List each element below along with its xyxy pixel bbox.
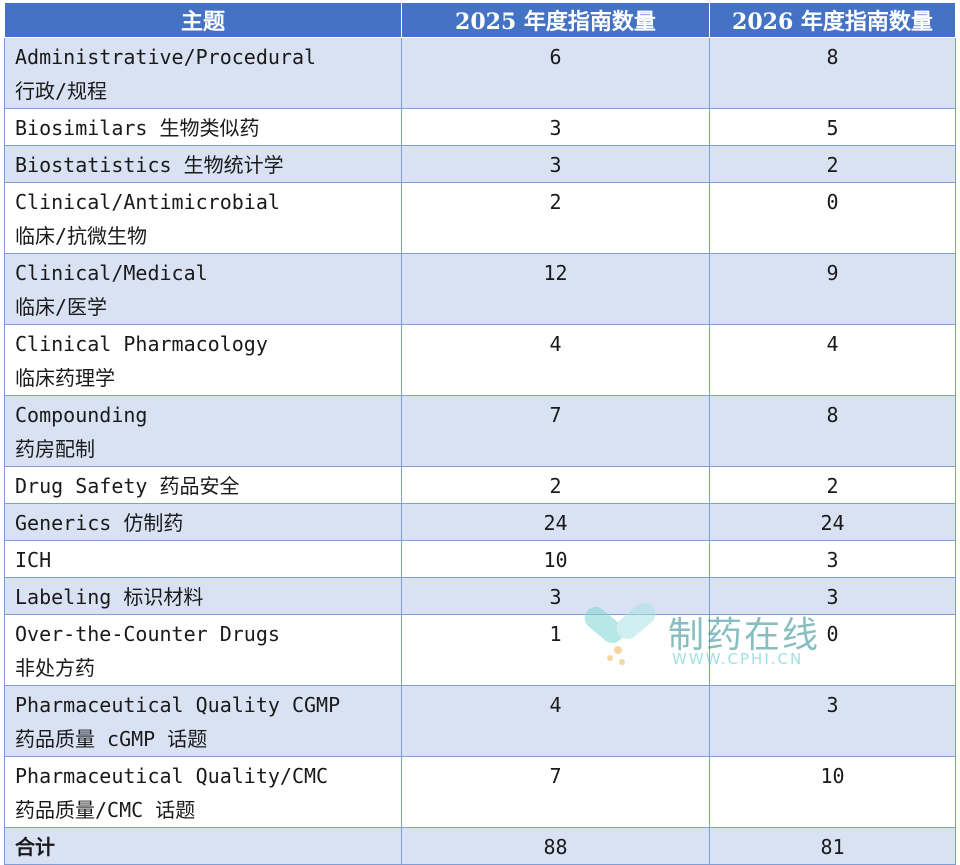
topic-en: Pharmaceutical Quality/CMC [15,764,329,788]
table-row: Biosimilars 生物类似药 3 5 [4,108,956,146]
value-2026-cell: 0 [709,614,956,686]
topic-zh: 临床药理学 [15,366,115,390]
topic-en: Administrative/Procedural [15,45,317,69]
total-2026: 81 [709,827,956,865]
value-2026-cell: 3 [709,577,956,615]
value-2025-cell: 24 [401,503,710,541]
total-row: 合计 88 81 [4,827,956,865]
total-2025: 88 [401,827,710,865]
header-2025: 2025 年度指南数量 [401,2,710,38]
topic-en: Biosimilars 生物类似药 [15,116,260,140]
value-2026-cell: 24 [709,503,956,541]
topic-cell: Labeling 标识材料 [4,577,402,615]
table-row: Biostatistics 生物统计学 3 2 [4,145,956,183]
topic-en: Clinical/Antimicrobial [15,190,280,214]
value-2025-cell: 1 [401,614,710,686]
table-row: Pharmaceutical Quality CGMP 药品质量 cGMP 话题 … [4,685,956,757]
topic-cell: Clinical/Antimicrobial 临床/抗微生物 [4,182,402,254]
topic-en: Compounding [15,403,148,427]
topic-zh: 药品质量/CMC 话题 [15,798,196,822]
table-row: Generics 仿制药 24 24 [4,503,956,541]
table-row: Administrative/Procedural 行政/规程 6 8 [4,37,956,109]
topic-en: ICH [15,548,52,572]
value-2025-cell: 3 [401,577,710,615]
topic-cell: Pharmaceutical Quality CGMP 药品质量 cGMP 话题 [4,685,402,757]
topic-cell: Generics 仿制药 [4,503,402,541]
value-2026-cell: 0 [709,182,956,254]
topic-en: Drug Safety 药品安全 [15,474,240,498]
topic-en: Clinical/Medical [15,261,208,285]
value-2026-cell: 3 [709,540,956,578]
topic-cell: Pharmaceutical Quality/CMC 药品质量/CMC 话题 [4,756,402,828]
topic-en: Pharmaceutical Quality CGMP [15,693,341,717]
topic-cell: Drug Safety 药品安全 [4,466,402,504]
value-2026-cell: 10 [709,756,956,828]
value-2025-cell: 4 [401,685,710,757]
topic-cell: Clinical/Medical 临床/医学 [4,253,402,325]
topic-cell: Clinical Pharmacology 临床药理学 [4,324,402,396]
value-2026-cell: 3 [709,685,956,757]
table-row: Labeling 标识材料 3 3 [4,577,956,615]
value-2025-cell: 7 [401,395,710,467]
topic-cell: Over-the-Counter Drugs 非处方药 [4,614,402,686]
topic-en: Over-the-Counter Drugs [15,622,280,646]
value-2026-cell: 8 [709,395,956,467]
value-2025-cell: 10 [401,540,710,578]
table-row: Clinical Pharmacology 临床药理学 4 4 [4,324,956,396]
topic-zh: 临床/抗微生物 [15,224,148,248]
topic-zh: 临床/医学 [15,295,108,319]
header-2026: 2026 年度指南数量 [709,2,956,38]
value-2025-cell: 12 [401,253,710,325]
value-2026-cell: 4 [709,324,956,396]
value-2025-cell: 7 [401,756,710,828]
value-2026-cell: 2 [709,145,956,183]
topic-en: Generics 仿制药 [15,511,184,535]
table-row: Clinical/Antimicrobial 临床/抗微生物 2 0 [4,182,956,254]
topic-zh: 行政/规程 [15,79,108,103]
topic-en: Clinical Pharmacology [15,332,268,356]
table-row: Over-the-Counter Drugs 非处方药 1 0 [4,614,956,686]
topic-cell: Compounding 药房配制 [4,395,402,467]
topic-cell: ICH [4,540,402,578]
table-row: Drug Safety 药品安全 2 2 [4,466,956,504]
topic-cell: Biostatistics 生物统计学 [4,145,402,183]
value-2025-cell: 4 [401,324,710,396]
value-2025-cell: 6 [401,37,710,109]
value-2025-cell: 2 [401,182,710,254]
header-topic: 主题 [4,2,402,38]
table-row: Pharmaceutical Quality/CMC 药品质量/CMC 话题 7 … [4,756,956,828]
value-2025-cell: 3 [401,145,710,183]
value-2025-cell: 2 [401,466,710,504]
topic-en: Labeling 标识材料 [15,585,204,609]
table-row: ICH 10 3 [4,540,956,578]
value-2026-cell: 5 [709,108,956,146]
table-body: Administrative/Procedural 行政/规程 6 8 Biosi… [4,37,956,865]
total-label: 合计 [4,827,402,865]
value-2026-cell: 2 [709,466,956,504]
topic-zh: 药房配制 [15,437,95,461]
table-row: Compounding 药房配制 7 8 [4,395,956,467]
topic-cell: Administrative/Procedural 行政/规程 [4,37,402,109]
value-2025-cell: 3 [401,108,710,146]
value-2026-cell: 9 [709,253,956,325]
table-row: Clinical/Medical 临床/医学 12 9 [4,253,956,325]
value-2026-cell: 8 [709,37,956,109]
table-header-row: 主题 2025 年度指南数量 2026 年度指南数量 [4,2,956,38]
topic-en: Biostatistics 生物统计学 [15,153,284,177]
topic-zh: 药品质量 cGMP 话题 [15,727,208,751]
guidance-count-table: 主题 2025 年度指南数量 2026 年度指南数量 Administrativ… [4,2,956,865]
topic-cell: Biosimilars 生物类似药 [4,108,402,146]
topic-zh: 非处方药 [15,656,95,680]
